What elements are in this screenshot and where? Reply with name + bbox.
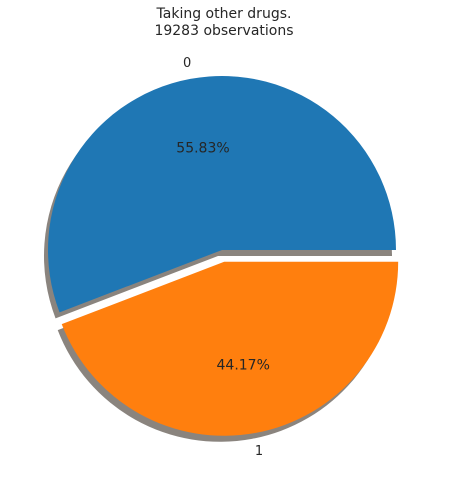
pie-slice-0 — [48, 75, 397, 313]
pie-slice-1 — [61, 261, 399, 436]
slice-percent-label-1: 44.17% — [217, 357, 270, 373]
slice-category-label-1: 1 — [255, 444, 263, 459]
slice-category-label-0: 0 — [183, 56, 191, 71]
slice-percent-label-0: 55.83% — [176, 140, 229, 156]
pie-slices: 0 55.83% 1 44.17% — [44, 56, 399, 459]
chart-title-line-1: Taking other drugs. — [156, 6, 292, 22]
chart-title-line-2: 19283 observations — [154, 23, 293, 39]
